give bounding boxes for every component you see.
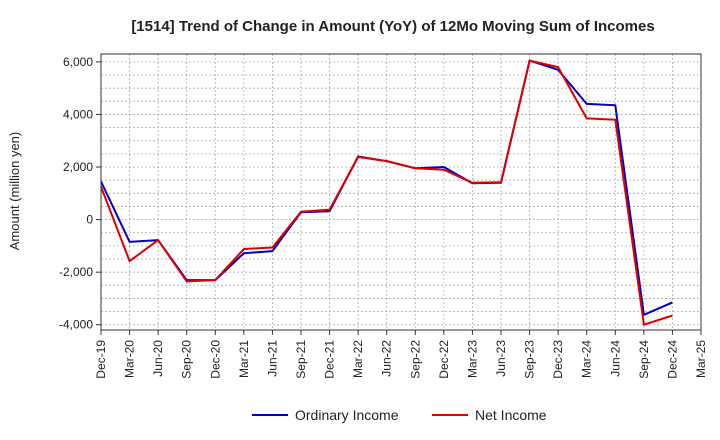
y-tick-label: 2,000 — [63, 160, 93, 174]
y-tick-label: -2,000 — [59, 265, 93, 279]
x-tick-label: Dec-20 — [208, 340, 222, 379]
x-tick-label: Dec-19 — [94, 340, 108, 379]
x-tick-label: Mar-24 — [580, 340, 594, 378]
grid — [101, 54, 701, 330]
y-tick-label: 6,000 — [63, 55, 93, 69]
series-line-net-income — [100, 59, 673, 326]
x-tick-label: Jun-23 — [494, 340, 508, 377]
y-axis-label: Amount (million yen) — [7, 132, 22, 251]
chart-title: [1514] Trend of Change in Amount (YoY) o… — [131, 18, 654, 35]
plot-border — [100, 53, 702, 331]
x-tick-label: Sep-20 — [180, 340, 194, 379]
legend: Ordinary Income Net Income — [252, 407, 547, 423]
x-tick-label: Mar-21 — [237, 340, 251, 378]
series-layer — [100, 59, 673, 326]
y-tick-label: 0 — [86, 213, 93, 227]
legend-label-ordinary-income: Ordinary Income — [295, 407, 399, 423]
x-tick-label: Dec-24 — [665, 340, 679, 379]
x-tick-label: Mar-25 — [694, 340, 708, 378]
plot-area — [101, 54, 701, 330]
x-tick-label: Jun-20 — [151, 340, 165, 377]
y-tick-label: 4,000 — [63, 107, 93, 121]
x-tick-label: Jun-21 — [265, 340, 279, 377]
x-tick-label: Jun-24 — [608, 340, 622, 377]
x-tick-label: Dec-22 — [437, 340, 451, 379]
x-tick-label: Sep-22 — [408, 340, 422, 379]
legend-label-net-income: Net Income — [475, 407, 547, 423]
x-tick-label: Mar-22 — [351, 340, 365, 378]
x-tick-label: Sep-23 — [523, 340, 537, 379]
x-ticks: Dec-19 Mar-20 Jun-20 Sep-20 Dec-20 Mar-21 Jun-… — [94, 330, 708, 379]
y-tick-label: -4,000 — [59, 318, 93, 332]
x-tick-label: Sep-24 — [637, 340, 651, 379]
x-tick-label: Sep-21 — [294, 340, 308, 379]
x-tick-label: Jun-22 — [380, 340, 394, 377]
y-ticks: -4,000 -2,000 0 2,000 4,000 6,000 — [59, 55, 101, 332]
x-tick-label: Dec-23 — [551, 340, 565, 379]
x-tick-label: Mar-23 — [465, 340, 479, 378]
x-tick-label: Dec-21 — [323, 340, 337, 379]
x-tick-label: Mar-20 — [123, 340, 137, 378]
